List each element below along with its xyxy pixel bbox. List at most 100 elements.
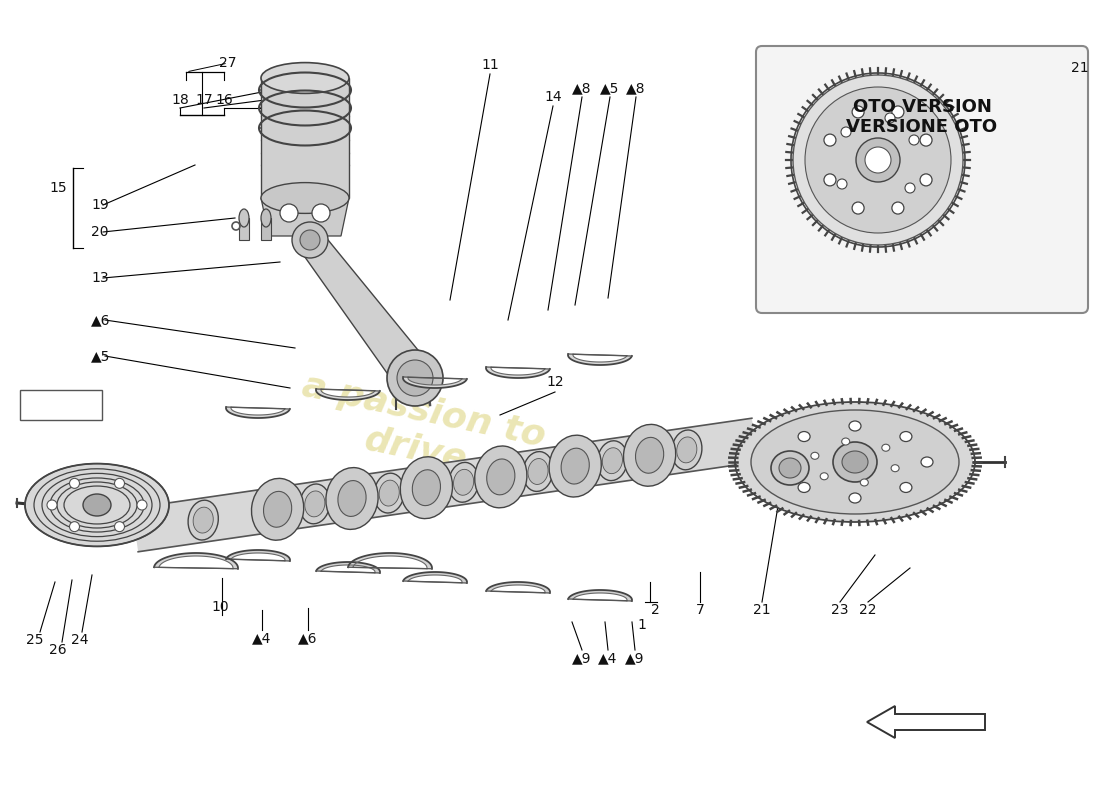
Circle shape [69,522,79,532]
Ellipse shape [549,435,602,497]
Ellipse shape [799,431,810,442]
Text: ▲9: ▲9 [625,651,645,665]
FancyBboxPatch shape [20,390,102,420]
Ellipse shape [261,209,271,227]
Circle shape [114,522,124,532]
Ellipse shape [900,482,912,493]
Ellipse shape [528,458,548,485]
Text: 26: 26 [50,643,67,657]
Circle shape [886,113,895,123]
FancyBboxPatch shape [756,46,1088,313]
Ellipse shape [842,438,849,445]
Text: 7: 7 [695,603,704,617]
Text: ▲6: ▲6 [298,631,318,645]
Text: ▲6: ▲6 [91,313,110,327]
Text: 1: 1 [638,618,647,632]
Polygon shape [239,218,249,240]
Polygon shape [316,389,380,400]
Polygon shape [404,572,468,583]
Circle shape [905,183,915,193]
Ellipse shape [737,403,974,521]
Circle shape [920,174,932,186]
Text: 27: 27 [219,56,236,70]
Text: 17: 17 [195,93,212,107]
Ellipse shape [771,451,808,485]
Circle shape [312,204,330,222]
Circle shape [292,222,328,258]
Ellipse shape [412,470,440,506]
Ellipse shape [636,438,663,474]
Text: OTO VERSION: OTO VERSION [852,98,991,116]
Circle shape [387,350,443,406]
Circle shape [856,138,900,182]
Text: 16: 16 [216,93,233,107]
Text: 23: 23 [832,603,849,617]
Polygon shape [299,231,431,390]
Polygon shape [154,553,238,569]
Text: 22: 22 [859,603,877,617]
Circle shape [805,87,952,233]
Ellipse shape [188,500,218,540]
Ellipse shape [379,480,399,506]
Ellipse shape [779,458,801,478]
Ellipse shape [882,444,890,451]
Text: 13: 13 [91,271,109,285]
Circle shape [793,75,962,245]
Circle shape [852,202,865,214]
Ellipse shape [400,457,452,518]
Ellipse shape [603,448,623,474]
Text: ▲9: ▲9 [572,651,592,665]
Polygon shape [316,562,380,573]
Circle shape [909,135,918,145]
Ellipse shape [305,491,324,517]
Text: ▲8: ▲8 [572,81,592,95]
Ellipse shape [921,457,933,467]
Text: ▲8: ▲8 [626,81,646,95]
Ellipse shape [624,424,675,486]
Text: ▲4: ▲4 [252,631,272,645]
Ellipse shape [799,482,810,493]
Ellipse shape [597,441,627,481]
Ellipse shape [821,473,828,480]
Text: 24: 24 [72,633,89,647]
Ellipse shape [264,491,292,527]
Circle shape [852,106,865,118]
Text: 25: 25 [26,633,44,647]
Text: ▲5: ▲5 [601,81,619,95]
Ellipse shape [849,421,861,431]
Polygon shape [261,218,271,240]
Ellipse shape [338,481,366,517]
Text: 15: 15 [50,181,67,195]
Polygon shape [261,78,349,198]
Polygon shape [486,582,550,593]
Circle shape [397,360,433,396]
Text: ▲ = 3: ▲ = 3 [42,398,81,412]
Ellipse shape [777,457,789,467]
Ellipse shape [82,494,111,516]
Ellipse shape [522,451,553,491]
Polygon shape [568,354,631,365]
Text: 10: 10 [211,600,229,614]
Ellipse shape [261,182,349,214]
Ellipse shape [672,430,702,470]
Ellipse shape [486,459,515,495]
Ellipse shape [25,464,169,546]
Polygon shape [227,550,290,561]
Ellipse shape [194,507,213,533]
Circle shape [865,147,891,173]
Circle shape [842,127,851,137]
Ellipse shape [849,493,861,503]
Ellipse shape [299,484,330,524]
Text: 14: 14 [544,90,562,104]
Ellipse shape [261,62,349,94]
Polygon shape [226,407,289,418]
Polygon shape [403,377,466,388]
Circle shape [824,134,836,146]
Ellipse shape [842,451,868,473]
Ellipse shape [449,462,478,502]
Ellipse shape [475,446,527,508]
Text: 11: 11 [481,58,499,72]
Circle shape [824,174,836,186]
FancyArrow shape [867,706,984,738]
Polygon shape [261,198,349,236]
